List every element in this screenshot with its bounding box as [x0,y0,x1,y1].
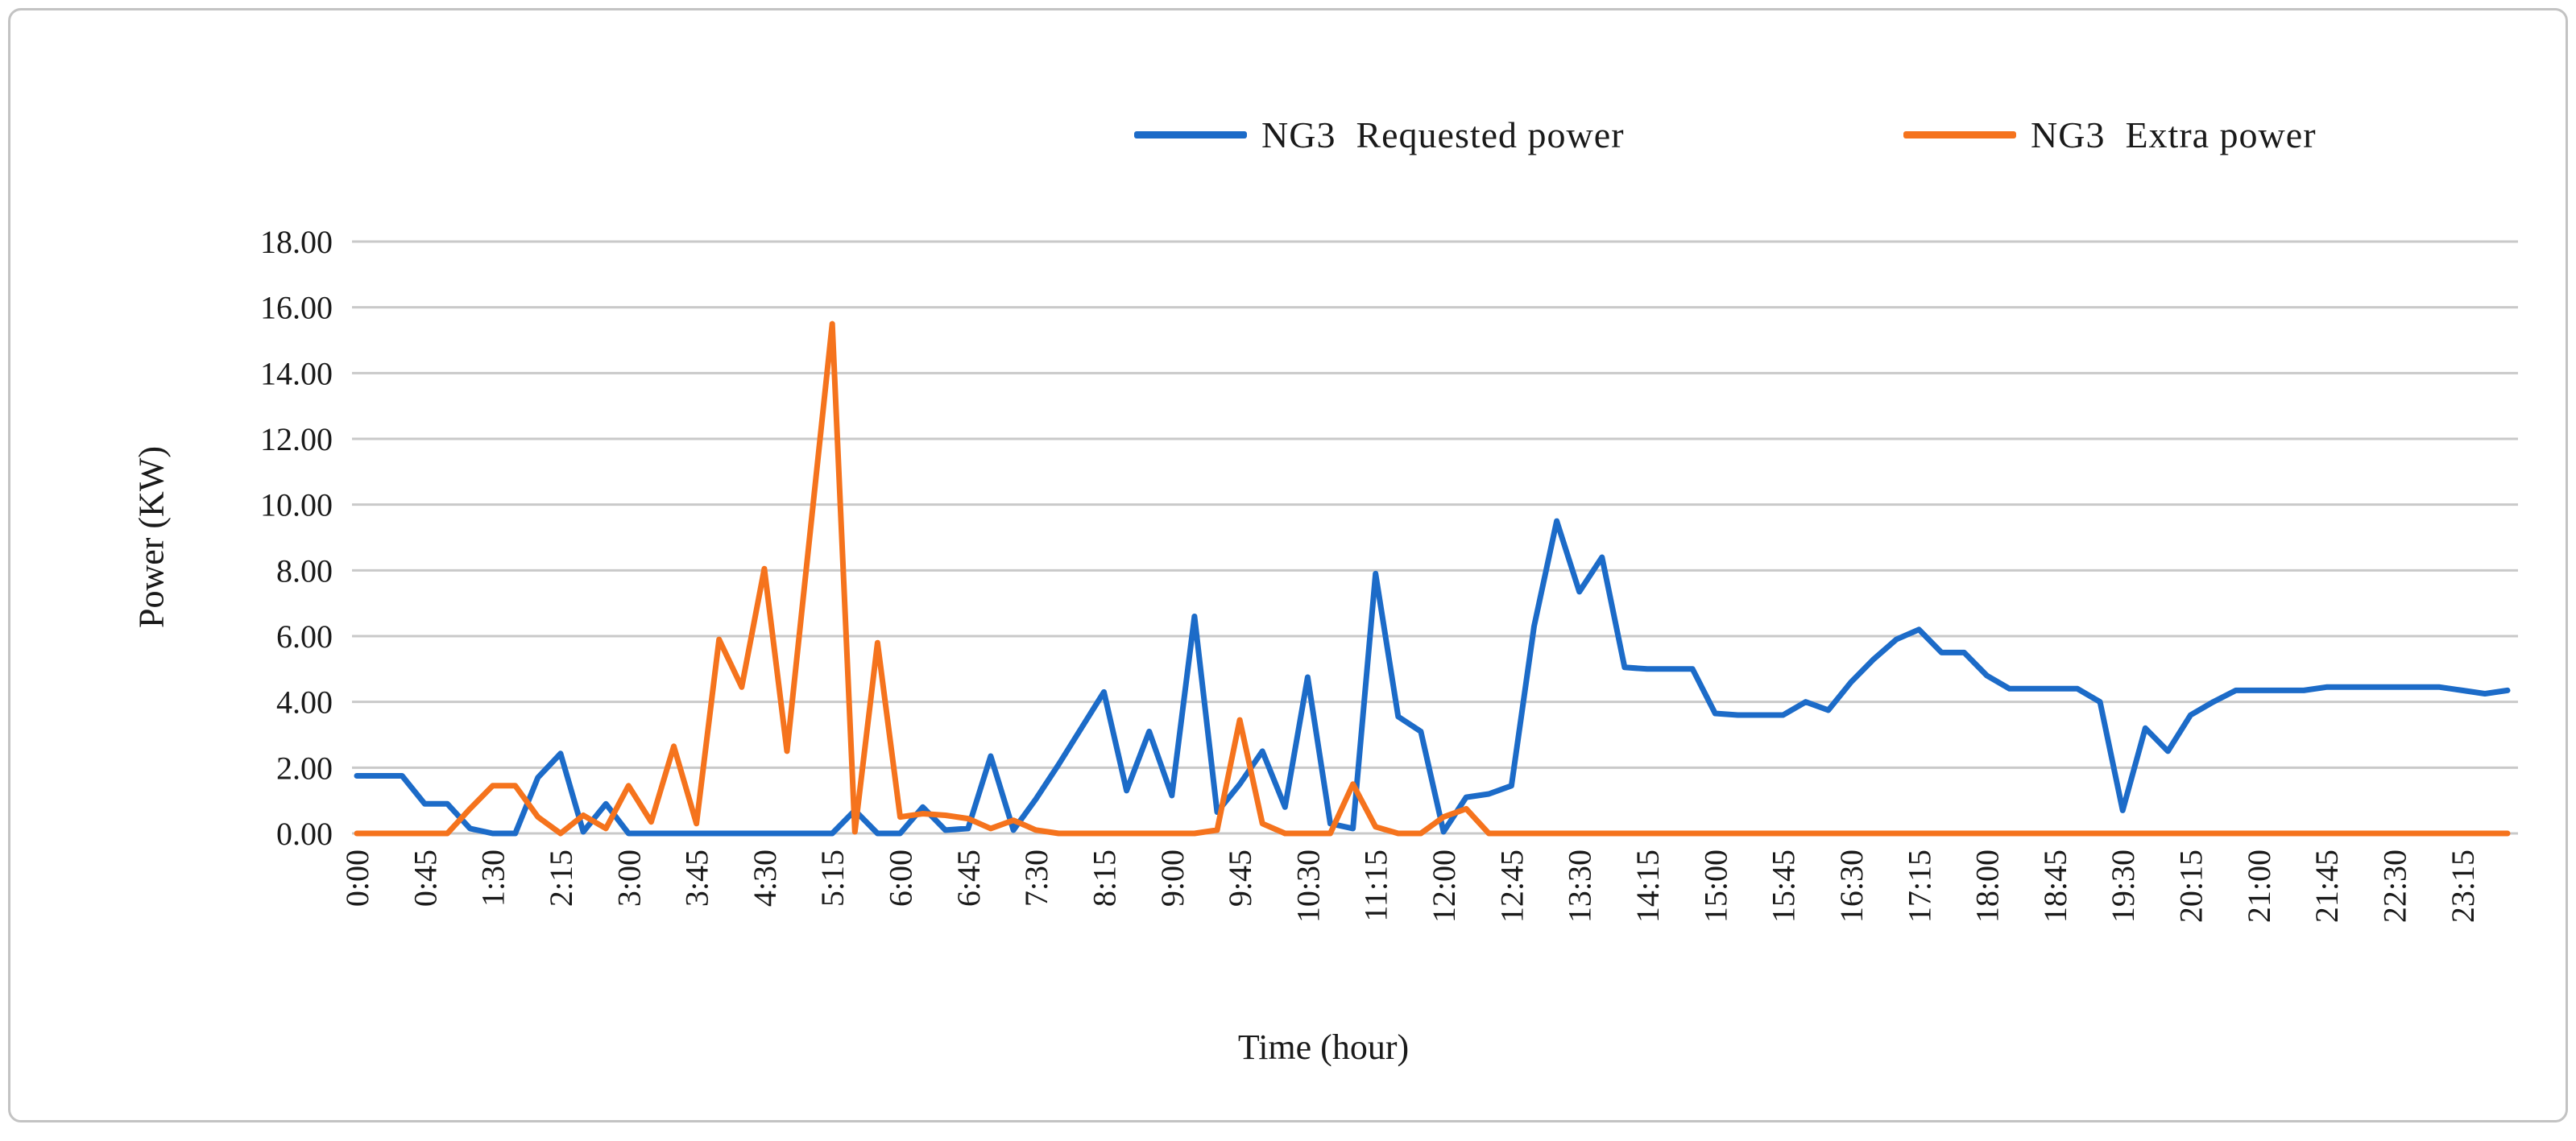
x-tick-label-9-45: 9:45 [1222,850,1258,907]
y-tick-label-14: 14.00 [260,355,333,391]
x-tick-label-15-00: 15:00 [1697,850,1733,923]
x-tick-label-21-45: 21:45 [2309,850,2345,923]
x-tick-label-6-45: 6:45 [950,850,987,907]
x-tick-label-2-15: 2:15 [543,850,579,907]
x-tick-label-20-15: 20:15 [2173,850,2209,923]
y-tick-label-10: 10.00 [260,487,333,523]
x-tick-label-18-00: 18:00 [1969,850,2006,923]
y-tick-label-18: 18.00 [260,224,333,260]
series-requested-power-line [354,518,2511,837]
x-tick-label-19-30: 19:30 [2105,850,2141,923]
y-tick-label-12: 12.00 [260,421,333,457]
x-tick-label-14-15: 14:15 [1630,850,1666,923]
y-tick-label-4: 4.00 [276,684,333,721]
x-tick-label-22-30: 22:30 [2376,850,2412,923]
x-tick-label-4-30: 4:30 [747,850,783,907]
legend-item-extra: NG3 Extra power [1903,114,2317,156]
series-extra-power-line [354,320,2511,837]
x-tick-label-5-15: 5:15 [814,850,851,907]
x-tick-label-11-15: 11:15 [1358,850,1394,922]
y-tick-label-8: 8.00 [276,552,333,589]
x-tick-label-10-30: 10:30 [1290,850,1326,923]
y-tick-label-0: 0.00 [276,816,333,852]
x-tick-label-16-30: 16:30 [1833,850,1870,923]
x-tick-label-1-30: 1:30 [475,850,511,907]
y-tick-label-16: 16.00 [260,290,333,326]
x-tick-label-21-00: 21:00 [2241,850,2277,923]
x-tick-label-3-00: 3:00 [611,850,647,907]
x-tick-label-6-00: 6:00 [883,850,919,907]
x-tick-label-3-45: 3:45 [679,850,715,907]
x-tick-label-17-15: 17:15 [1901,850,1937,923]
x-tick-label-15-45: 15:45 [1766,850,1802,923]
y-axis-title: Power (KW) [131,445,172,629]
x-tick-label-8-15: 8:15 [1086,850,1122,907]
x-tick-label-0-45: 0:45 [407,850,443,907]
legend-item-requested: NG3 Requested power [1134,114,1625,156]
x-tick-label-12-45: 12:45 [1493,850,1530,923]
x-tick-label-7-30: 7:30 [1018,850,1054,907]
x-axis-title: Time (hour) [1237,1027,1410,1067]
y-tick-label-6: 6.00 [276,618,333,655]
x-tick-label-13-30: 13:30 [1562,850,1598,923]
chart-panel: 0.00 2.00 4.00 6.00 8.00 10.00 12.00 14.00 16.00… [8,8,2568,1122]
line-chart: 0.00 2.00 4.00 6.00 8.00 10.00 12.00 14.00 16.00… [260,224,2518,923]
legend-label-extra: NG3 Extra power [2031,114,2317,155]
legend-label-requested: NG3 Requested power [1261,114,1625,155]
legend-line-requested-icon [1134,131,1247,138]
y-tick-label-2: 2.00 [276,750,333,786]
x-tick-label-9-00: 9:00 [1154,850,1191,907]
x-tick-label-18-45: 18:45 [2037,850,2073,923]
x-tick-label-0-00: 0:00 [339,850,375,907]
x-tick-label-12-00: 12:00 [1426,850,1462,923]
x-tick-label-23-15: 23:15 [2445,850,2481,923]
legend-line-extra-icon [1903,131,2016,138]
